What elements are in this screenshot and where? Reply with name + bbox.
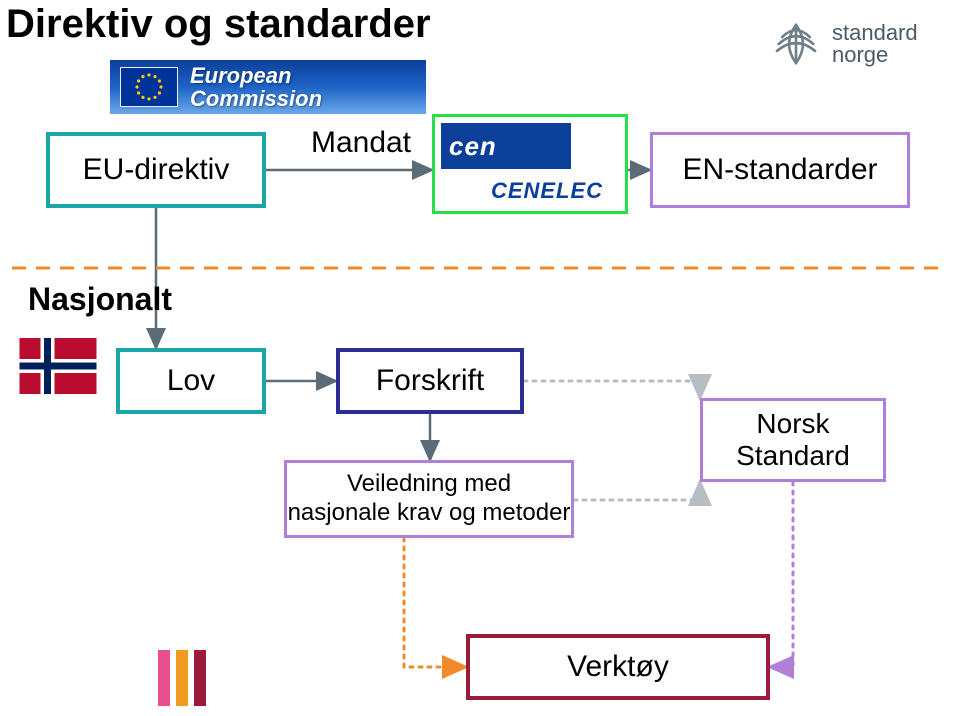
standard-norge-logo: standard norge [770,18,918,70]
forskrift-label: Forskrift [376,364,484,398]
bar-2 [176,650,188,706]
nasjonalt-label: Nasjonalt [10,276,190,322]
globe-icon [770,18,822,70]
en-standarder-box: EN-standarder [650,132,910,208]
eu-line1: European [190,64,322,87]
forskrift-box: Forskrift [336,348,524,414]
footer-bars [158,650,206,706]
veiledning-line1: Veiledning med [288,470,571,499]
european-commission-banner: European Commission [110,60,426,114]
page-title: Direktiv og standarder [6,2,431,47]
cenelec-text: CENELEC [491,178,603,204]
cenelec-logo: CENELEC [475,175,619,207]
norsk-standard-box: Norsk Standard [700,398,886,482]
mandat-text: Mandat [311,126,411,160]
logo-word-bot: norge [832,44,918,66]
norsk-standard-text: Norsk Standard [736,408,850,472]
ns-line1: Norsk [736,408,850,440]
bar-1 [158,650,170,706]
cen-logo: cen [441,123,571,169]
bar-3 [194,650,206,706]
veiledning-box: Veiledning med nasjonale krav og metoder [284,460,574,538]
veiledning-line2: nasjonale krav og metoder [288,499,571,528]
page-title-text: Direktiv og standarder [6,2,431,46]
eu-flag-icon [120,67,178,107]
nasjonalt-text: Nasjonalt [28,281,172,318]
lov-label: Lov [167,364,215,398]
verktoy-label: Verktøy [567,650,669,684]
veiledning-text: Veiledning med nasjonale krav og metoder [288,470,571,528]
cen-cenelec-box: cen CENELEC [432,114,628,214]
verktoy-box: Verktøy [466,634,770,700]
eu-direktiv-box: EU-direktiv [46,132,266,208]
lov-box: Lov [116,348,266,414]
ns-line2: Standard [736,440,850,472]
eu-line2: Commission [190,87,322,110]
en-standarder-label: EN-standarder [682,153,877,187]
standard-norge-text: standard norge [832,22,918,66]
logo-word-top: standard [832,22,918,44]
norway-flag-icon [18,338,98,394]
diagram-stage: Direktiv og standarder standard norge [0,0,960,716]
eu-commission-text: European Commission [190,64,322,110]
cen-text: cen [449,131,497,162]
mandat-label: Mandat [296,120,426,166]
eu-direktiv-label: EU-direktiv [83,153,230,187]
